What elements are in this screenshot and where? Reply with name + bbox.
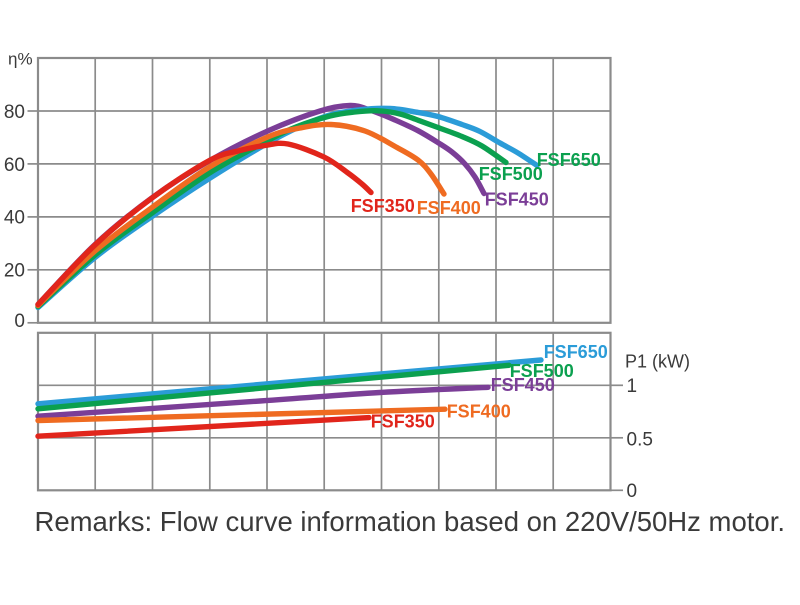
svg-text:FSF650: FSF650: [537, 150, 601, 170]
svg-text:P1 (kW): P1 (kW): [625, 352, 690, 372]
svg-text:80: 80: [4, 102, 25, 123]
svg-text:Remarks: Flow curve informatio: Remarks: Flow curve information based on…: [35, 506, 785, 537]
svg-text:FSF500: FSF500: [479, 164, 543, 184]
svg-text:1: 1: [627, 376, 638, 397]
svg-text:0: 0: [14, 311, 25, 332]
svg-text:FSF450: FSF450: [485, 190, 549, 210]
svg-text:20: 20: [4, 261, 25, 282]
svg-text:FSF400: FSF400: [447, 401, 511, 421]
svg-text:η%: η%: [8, 50, 33, 69]
svg-text:FSF650: FSF650: [544, 342, 608, 362]
svg-text:FSF400: FSF400: [417, 198, 481, 218]
svg-text:FSF350: FSF350: [371, 412, 435, 432]
svg-text:0: 0: [627, 481, 638, 502]
svg-text:60: 60: [4, 155, 25, 176]
svg-text:0.5: 0.5: [627, 429, 653, 450]
svg-text:FSF450: FSF450: [491, 375, 555, 395]
svg-text:40: 40: [4, 208, 25, 229]
svg-text:FSF350: FSF350: [351, 196, 415, 216]
svg-text:FSF500: FSF500: [510, 361, 574, 381]
